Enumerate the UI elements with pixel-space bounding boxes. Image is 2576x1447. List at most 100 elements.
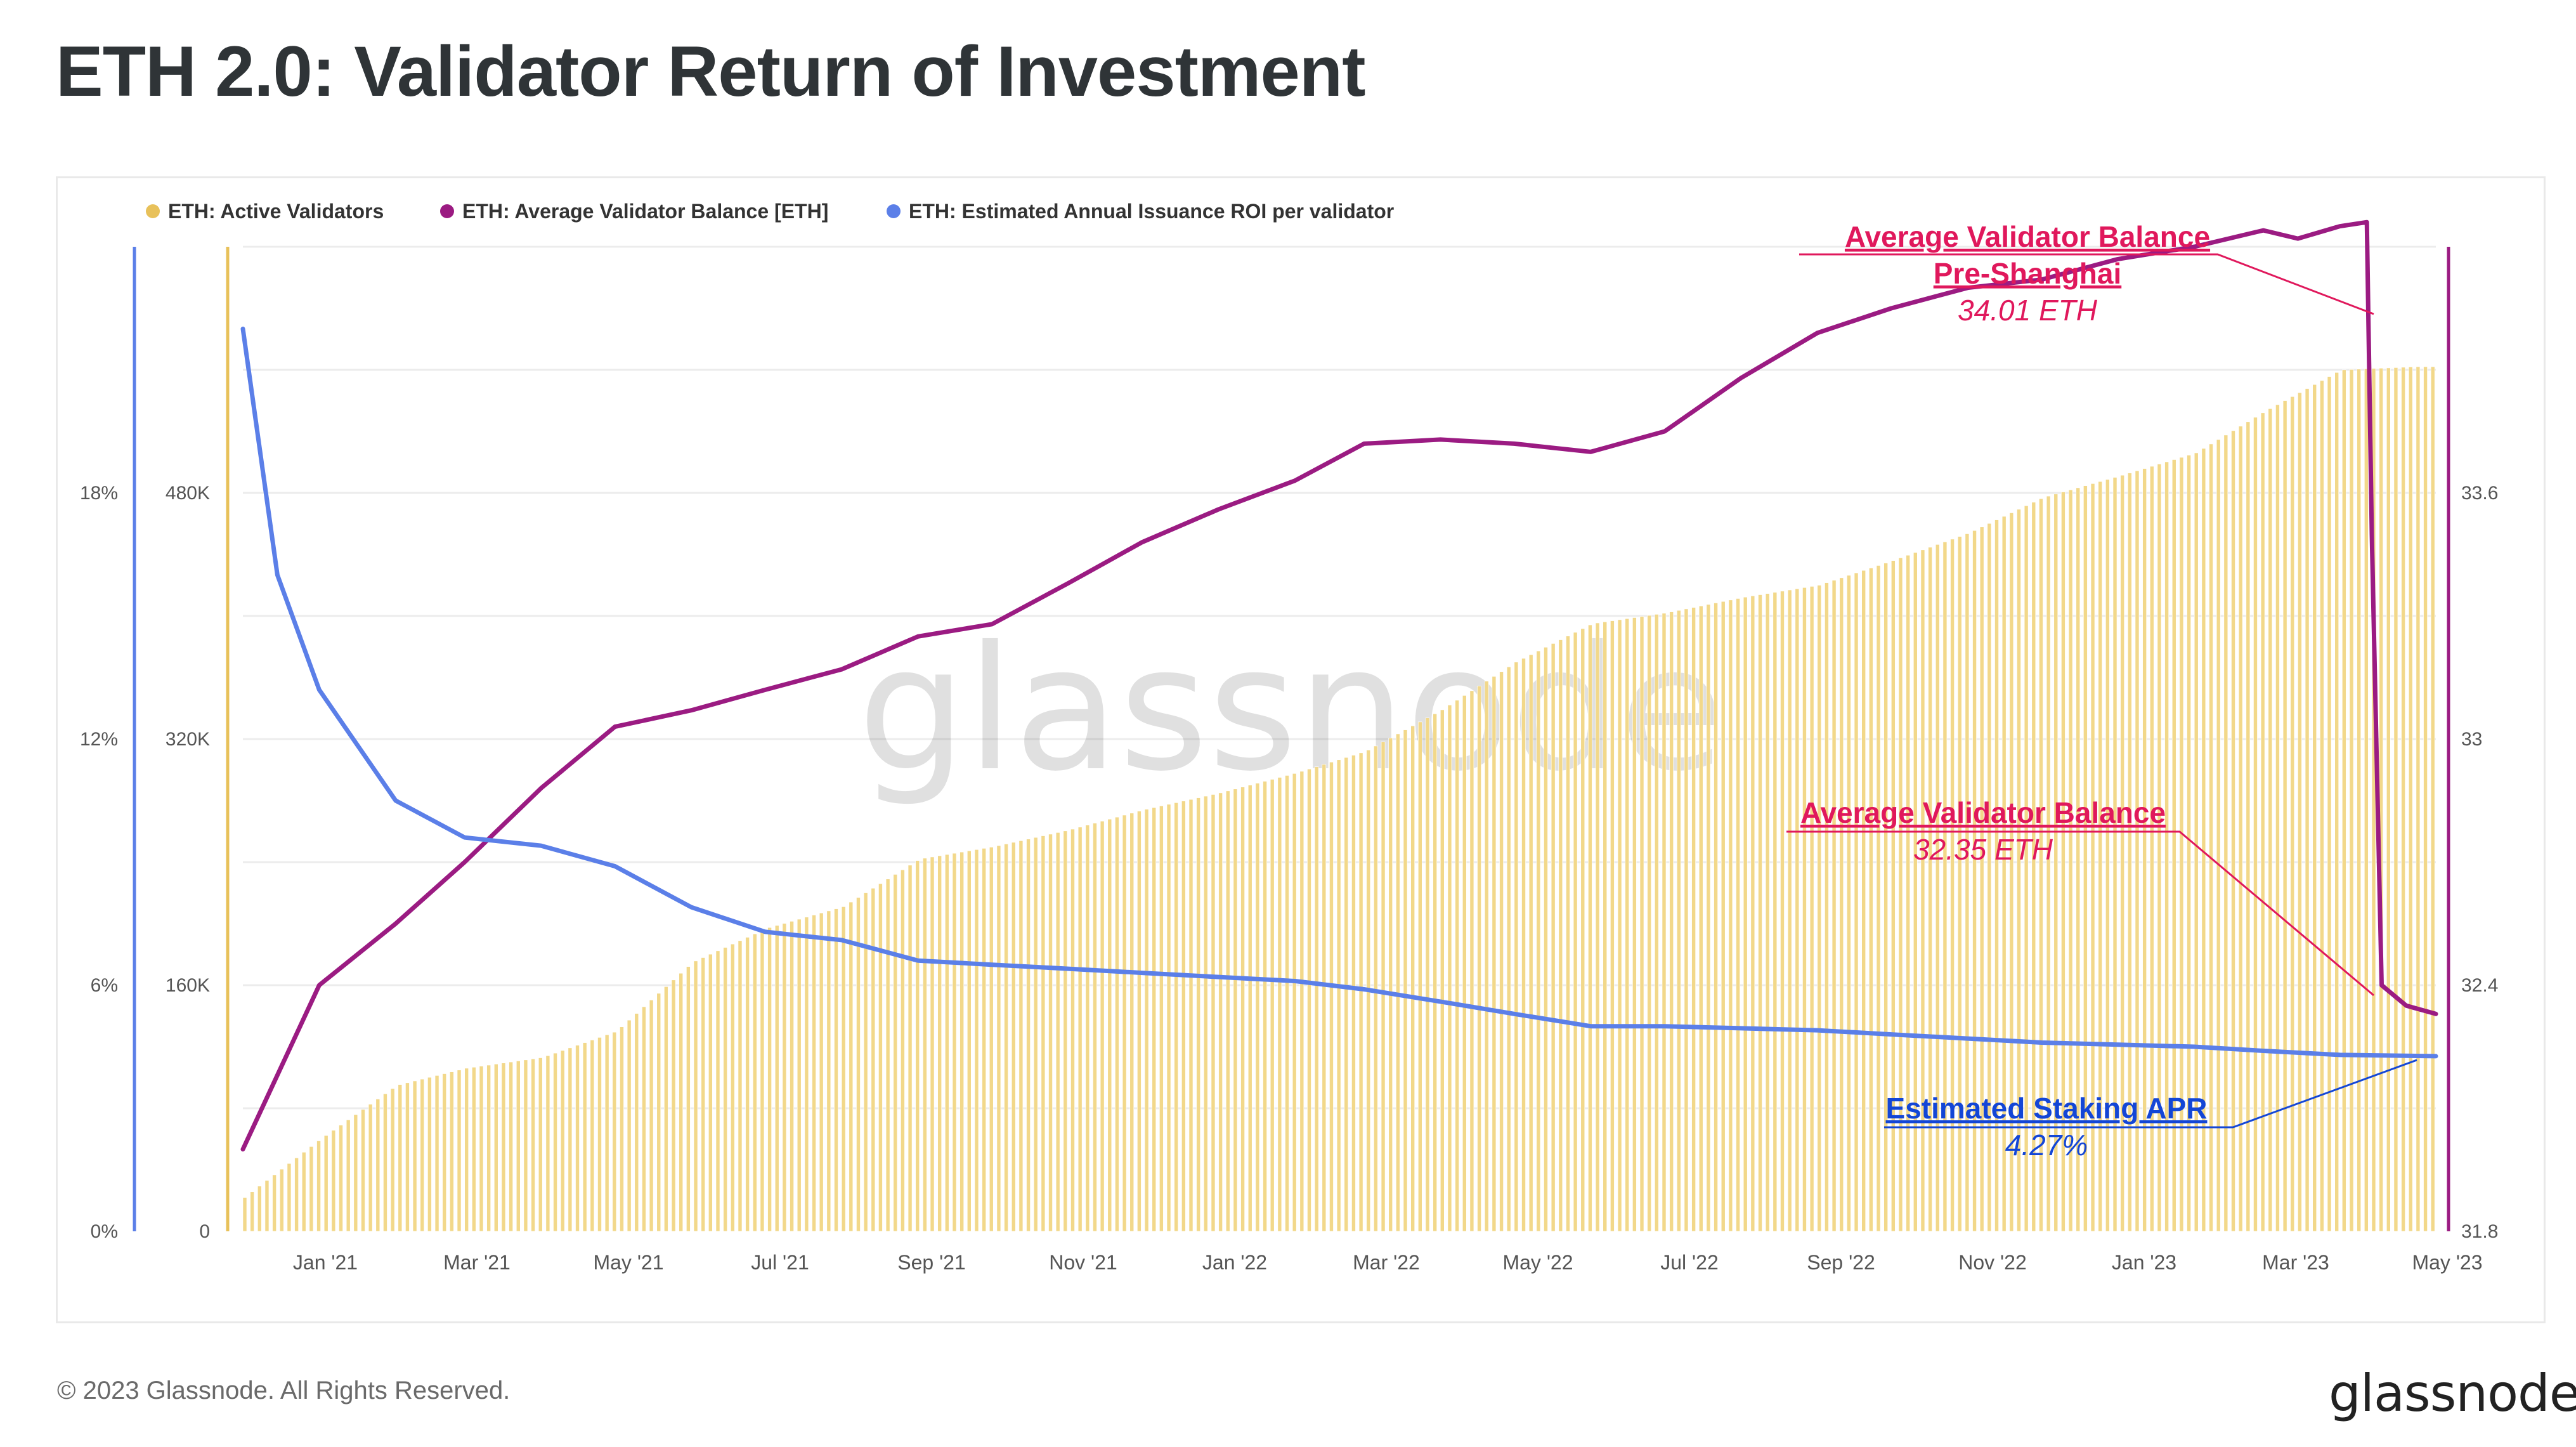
validators-bar — [1913, 552, 1918, 1232]
validators-bar — [472, 1067, 476, 1232]
validators-bar — [627, 1019, 632, 1232]
validators-bar — [923, 858, 927, 1232]
validators-bar — [2320, 380, 2324, 1232]
validators-bar — [1965, 534, 1970, 1232]
validators-bar — [1861, 570, 1866, 1232]
validators-bar — [797, 919, 802, 1232]
x-tick-label: May '21 — [593, 1251, 663, 1274]
validators-bar — [1011, 842, 1016, 1232]
validators-bar — [2164, 461, 2169, 1232]
eth-estimated-annual-issuance-roi-per-validator-line — [240, 326, 2438, 1059]
validators-bar — [989, 847, 994, 1232]
validators-bar — [1188, 799, 1194, 1232]
validators-bar — [1277, 777, 1282, 1232]
validators-bar — [1544, 646, 1548, 1232]
validators-bar — [1603, 621, 1608, 1232]
validators-bar — [708, 953, 713, 1232]
validators-bar — [982, 848, 986, 1232]
validators-bar — [604, 1034, 609, 1232]
annotation-value: 32.35 ETH — [1913, 833, 2053, 866]
validators-bar — [1129, 813, 1135, 1232]
x-tick-label: Jan '21 — [293, 1251, 358, 1274]
validators-bar — [368, 1104, 373, 1232]
validators-bar — [1758, 594, 1762, 1232]
validators-bar — [2083, 485, 2088, 1232]
validators-bar — [1255, 783, 1260, 1232]
validators-bar — [257, 1186, 262, 1232]
validators-bar — [2334, 372, 2339, 1232]
validators-bar — [2194, 452, 2199, 1232]
validators-bar — [1225, 790, 1230, 1232]
validators-bar — [309, 1146, 314, 1232]
validators-bar — [1528, 654, 1533, 1232]
validators-bar — [1122, 815, 1127, 1232]
validators-bar — [582, 1042, 587, 1232]
validators-tick-label: 0 — [199, 1221, 210, 1242]
x-tick-label: Jan '22 — [1202, 1251, 1267, 1274]
validators-bar — [1625, 618, 1630, 1232]
x-tick-label: May '22 — [1502, 1251, 1573, 1274]
validators-bar — [1610, 620, 1615, 1232]
legend-label: ETH: Active Validators — [168, 200, 384, 223]
validators-bar — [2171, 459, 2176, 1232]
validators-bar — [790, 921, 794, 1232]
validators-bar — [353, 1114, 358, 1232]
validators-bar — [738, 940, 743, 1232]
apr-tick-label: 18% — [80, 483, 118, 504]
validators-bar — [1181, 801, 1186, 1232]
validators-bar — [1795, 588, 1800, 1232]
copyright: © 2023 Glassnode. All Rights Reserved. — [57, 1377, 511, 1404]
validators-tick-label: 320K — [166, 729, 210, 750]
validators-bar — [1898, 558, 1903, 1232]
validators-bar — [834, 908, 838, 1232]
validators-bar — [693, 960, 698, 1232]
validators-bar — [1314, 766, 1319, 1232]
validators-bar — [1085, 825, 1090, 1232]
validators-bar — [1765, 593, 1770, 1232]
validators-bar — [774, 925, 779, 1232]
validators-bar — [1374, 745, 1378, 1232]
validators-bar — [2128, 473, 2132, 1232]
validators-bar — [494, 1064, 498, 1232]
validators-bar — [2282, 400, 2287, 1232]
validators-bar — [1433, 713, 1437, 1232]
validators-bar — [1817, 585, 1822, 1232]
x-tick-label: Mar '21 — [443, 1251, 511, 1274]
annotation-title: Estimated Staking APR — [1886, 1092, 2208, 1125]
validators-bar — [1247, 785, 1252, 1232]
annotation-title: Average Validator Balance — [1845, 220, 2210, 253]
validators-bar — [723, 947, 727, 1232]
annotation-pre-shanghai: Average Validator Balance Pre-Shanghai 34.… — [1799, 220, 2374, 327]
chart-frame: glassnode 0% 6% 12% 18% 0 160K 320K 480K 31.8 32.… — [56, 176, 2546, 1323]
validators-bar — [2031, 502, 2036, 1232]
validators-bar — [1270, 779, 1275, 1232]
validators-bar — [2216, 439, 2221, 1232]
validators-bar — [531, 1058, 535, 1232]
validators-bar — [1987, 523, 1992, 1232]
validators-bar — [656, 993, 661, 1232]
validators-bar — [1558, 639, 1563, 1232]
validators-bar — [1920, 549, 1925, 1232]
validators-bar — [1632, 617, 1637, 1232]
validators-bar — [996, 845, 1001, 1232]
validators-bar — [2142, 468, 2147, 1232]
validators-bar — [767, 927, 772, 1232]
validators-bar — [1211, 794, 1216, 1232]
validators-bar — [575, 1045, 580, 1232]
x-tick-label: Mar '23 — [2262, 1251, 2329, 1274]
validators-bar — [1736, 598, 1740, 1232]
validators-bar — [264, 1180, 270, 1232]
validators-bar — [2349, 369, 2354, 1232]
validators-bar — [893, 874, 898, 1232]
validators-bar — [1307, 768, 1311, 1232]
validators-bar — [1484, 681, 1489, 1232]
balance-tick-label: 33.6 — [2461, 483, 2498, 504]
validators-bar — [812, 915, 816, 1232]
validators-bar — [752, 933, 757, 1232]
validators-bar — [1691, 607, 1696, 1232]
validators-bar — [1196, 797, 1200, 1232]
validators-bar — [782, 923, 787, 1232]
validators-bar — [2098, 481, 2103, 1232]
validators-bar — [2401, 367, 2405, 1232]
validators-bar — [2157, 464, 2162, 1232]
